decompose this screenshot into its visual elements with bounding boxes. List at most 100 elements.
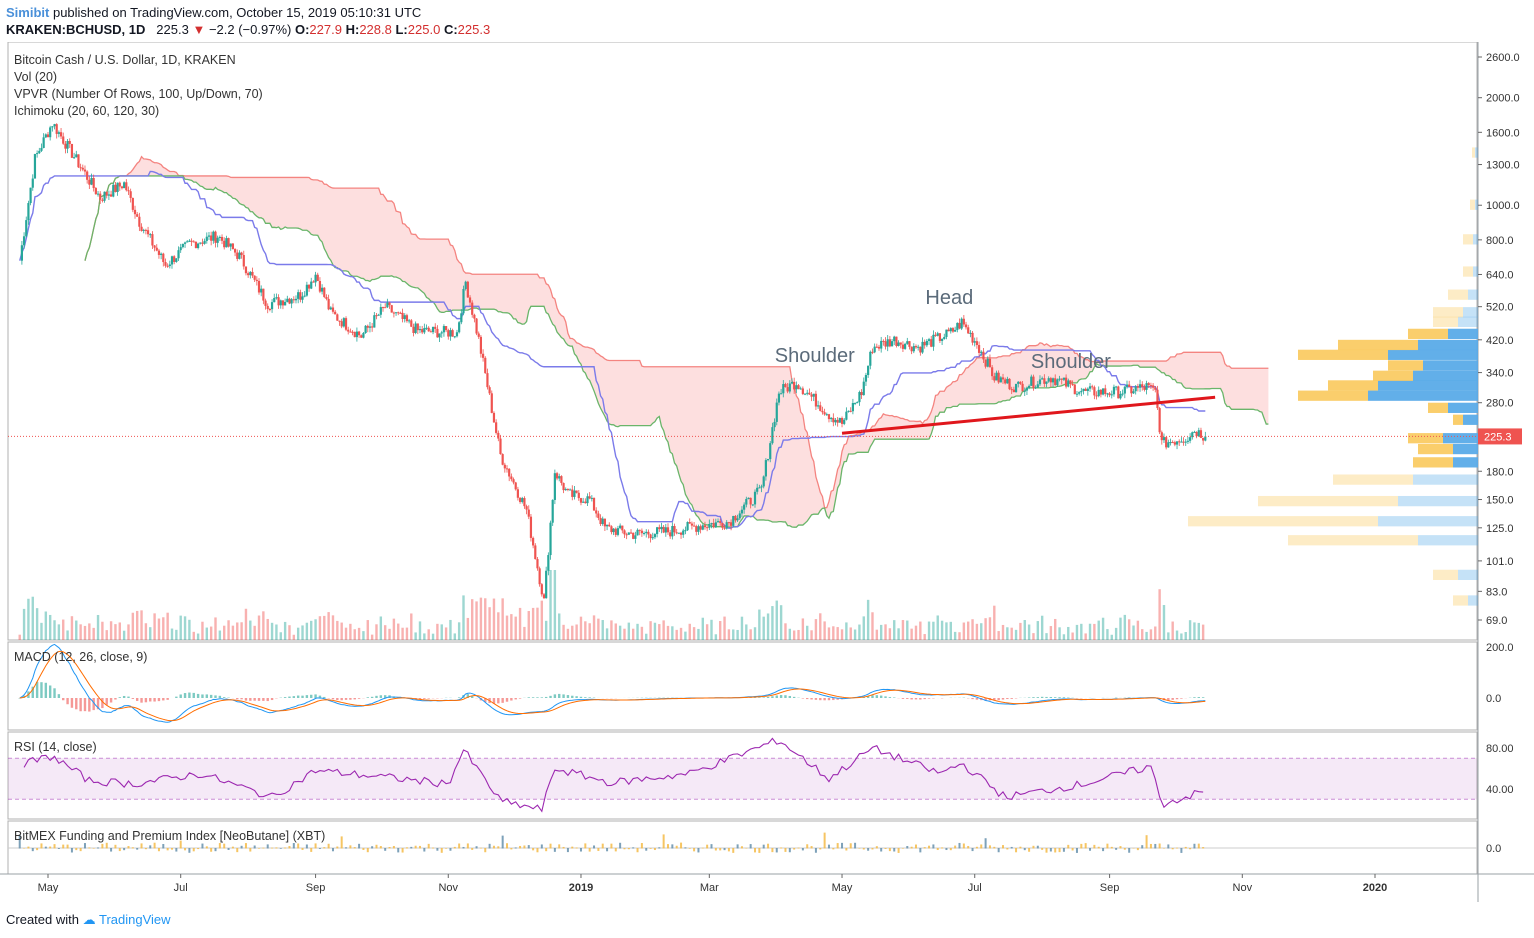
vpvr-up-bar: [1423, 360, 1478, 371]
candle-body: [1125, 384, 1129, 387]
bitmex-bar: [349, 845, 352, 849]
rsi-label[interactable]: RSI (14, close): [14, 740, 97, 754]
candle-body: [516, 489, 519, 498]
bitmex-bar: [1054, 848, 1057, 853]
price-tick-label: 180.0: [1486, 466, 1514, 478]
candle-body: [645, 531, 648, 534]
candle-body: [553, 473, 556, 500]
chart-canvas[interactable]: 2600.0 2000.0 1600.0 1300.0 1000.0 800.0 640.0…: [0, 41, 1534, 902]
bitmex-bar: [1202, 847, 1205, 849]
volume-bar: [1058, 627, 1061, 640]
symbol-label[interactable]: KRAKEN:BCHUSD, 1D: [6, 22, 146, 37]
volume-bar: [893, 620, 896, 640]
bitmex-bar: [388, 847, 391, 849]
macd-hist-bar: [149, 698, 152, 702]
volume-bar: [732, 629, 735, 640]
bitmex-bar: [310, 848, 313, 852]
legend-ichimoku[interactable]: Ichimoku (20, 60, 120, 30): [14, 104, 160, 118]
macd-hist-bar: [1175, 698, 1179, 700]
volume-bar: [1149, 629, 1153, 640]
bitmex-bar: [375, 844, 378, 849]
macd-hist-bar: [244, 698, 248, 701]
bitmex-bar: [788, 848, 791, 853]
candle-body: [1060, 378, 1063, 380]
author-name[interactable]: Simibit: [6, 5, 50, 20]
legend-vpvr[interactable]: VPVR (Number Of Rows, 100, Up/Down, 70): [14, 87, 263, 101]
candle-body: [653, 534, 657, 538]
volume-bar: [244, 608, 248, 640]
candle-body: [995, 372, 998, 381]
bitmex-bar: [636, 848, 639, 853]
volume-bar: [379, 616, 383, 640]
candle-body: [46, 134, 50, 138]
bitmex-bar: [453, 846, 456, 849]
candle-body: [201, 242, 204, 244]
volume-bar: [514, 616, 517, 640]
bitmex-label[interactable]: BitMEX Funding and Premium Index [NeoBut…: [14, 829, 326, 843]
bitmex-bar: [527, 845, 530, 849]
volume-bar: [327, 612, 330, 640]
candle-body: [1091, 386, 1094, 388]
candle-body: [188, 240, 191, 242]
candle-body: [101, 199, 104, 201]
volume-bar: [118, 622, 121, 640]
candle-body: [812, 393, 815, 397]
bitmex-bar: [436, 848, 439, 851]
candle-body: [33, 154, 37, 179]
candle-body: [1158, 408, 1161, 433]
candle-body: [508, 468, 511, 477]
footer: Created with ☁ TradingView: [6, 912, 171, 928]
bitmex-bar: [754, 848, 757, 853]
volume-bar: [1180, 633, 1183, 640]
candle-body: [1023, 390, 1026, 392]
bitmex-bar: [701, 847, 704, 849]
candle-body: [214, 231, 217, 243]
macd-hist-bar: [301, 695, 304, 698]
volume-bar: [331, 615, 335, 640]
volume-bar: [444, 627, 448, 640]
tradingview-brand[interactable]: TradingView: [99, 912, 171, 927]
legend-vol[interactable]: Vol (20): [14, 70, 58, 84]
volume-bar: [166, 612, 169, 640]
ichimoku-baseline: [19, 170, 1206, 529]
bitmex-bar: [114, 844, 117, 849]
macd-hist-bar: [784, 695, 787, 698]
volume-bar: [310, 620, 313, 640]
bitmex-bar: [110, 848, 113, 852]
candle-body: [310, 281, 313, 289]
volume-bar: [249, 620, 252, 640]
bitmex-bar: [462, 846, 465, 849]
chart-area[interactable]: 2600.0 2000.0 1600.0 1300.0 1000.0 800.0 640.0…: [0, 41, 1534, 902]
candle-body: [27, 203, 30, 221]
candle-body: [399, 312, 402, 314]
candle-body: [571, 489, 574, 497]
macd-hist-bar: [1027, 697, 1031, 698]
volume-bar: [305, 622, 309, 640]
macd-hist-bar: [806, 698, 809, 700]
candle-body: [514, 482, 517, 490]
macd-hist-bar: [83, 698, 87, 712]
bitmex-bar: [292, 843, 295, 849]
candle-body: [666, 527, 670, 533]
candle-body: [627, 532, 630, 535]
candle-body: [445, 326, 448, 331]
bitmex-bar: [875, 846, 878, 849]
volume-bar: [18, 634, 21, 640]
volume-bar: [940, 620, 944, 640]
candle-body: [325, 296, 328, 299]
bitmex-bar: [175, 848, 178, 852]
bitmex-bar: [331, 848, 334, 852]
macd-hist-bar: [566, 695, 570, 698]
bitmex-bar: [240, 845, 243, 849]
price-tick-label: 150.0: [1486, 495, 1514, 507]
macd-hist-bar: [1062, 697, 1066, 698]
candle-body: [893, 336, 896, 342]
volume-bar: [762, 616, 765, 640]
bitmex-bar: [993, 846, 996, 849]
candle-body: [555, 473, 559, 479]
candle-body: [971, 332, 974, 343]
macd-label[interactable]: MACD (12, 26, close, 9): [14, 650, 148, 664]
volume-bar: [1084, 633, 1087, 640]
candle-body: [59, 132, 63, 137]
bitmex-bar: [775, 848, 778, 853]
